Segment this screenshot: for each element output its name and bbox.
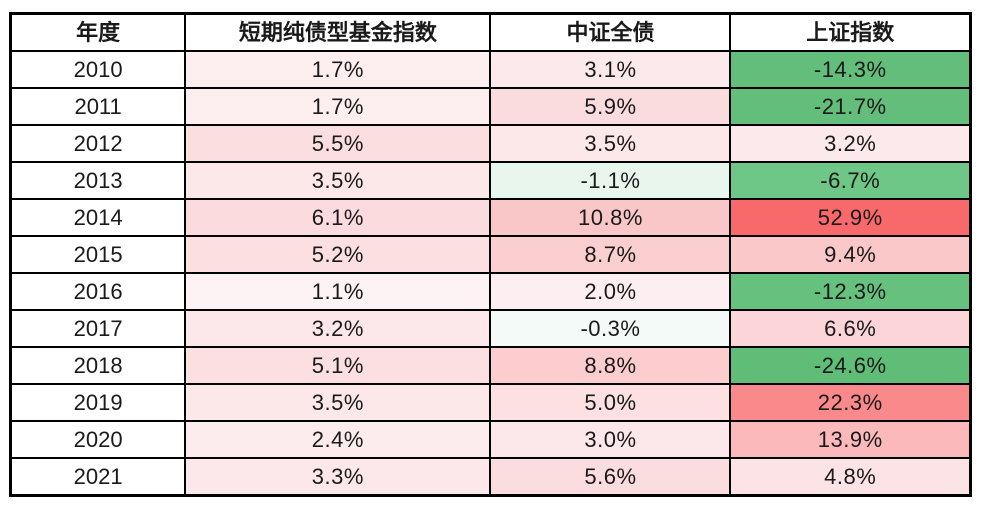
year-cell: 2018 bbox=[9, 346, 187, 385]
header-row: 年度 短期纯债型基金指数 中证全债 上证指数 bbox=[9, 12, 972, 52]
table-row: 2013 3.5% -1.1% -6.7% bbox=[9, 161, 972, 200]
value-cell: 5.9% bbox=[489, 87, 732, 126]
year-cell: 2015 bbox=[9, 235, 187, 274]
value-cell: -14.3% bbox=[729, 50, 972, 89]
value-cell: 1.7% bbox=[184, 50, 492, 89]
table-row: 2010 1.7% 3.1% -14.3% bbox=[9, 50, 972, 89]
value-cell: 52.9% bbox=[729, 198, 972, 237]
table-row: 2015 5.2% 8.7% 9.4% bbox=[9, 235, 972, 274]
header-csi-bond: 中证全债 bbox=[489, 12, 732, 52]
value-cell: 3.1% bbox=[489, 50, 732, 89]
year-cell: 2021 bbox=[9, 457, 187, 497]
value-cell: 22.3% bbox=[729, 383, 972, 422]
value-cell: 13.9% bbox=[729, 420, 972, 459]
value-cell: 3.5% bbox=[184, 383, 492, 422]
value-cell: 6.6% bbox=[729, 309, 972, 348]
value-cell: 2.4% bbox=[184, 420, 492, 459]
year-cell: 2010 bbox=[9, 50, 187, 89]
value-cell: 4.8% bbox=[729, 457, 972, 497]
table-row: 2021 3.3% 5.6% 4.8% bbox=[9, 457, 972, 497]
table-row: 2014 6.1% 10.8% 52.9% bbox=[9, 198, 972, 237]
value-cell: 3.2% bbox=[184, 309, 492, 348]
header-bond-index: 短期纯债型基金指数 bbox=[184, 12, 492, 52]
year-cell: 2014 bbox=[9, 198, 187, 237]
value-cell: 5.2% bbox=[184, 235, 492, 274]
value-cell: 8.8% bbox=[489, 346, 732, 385]
table-row: 2016 1.1% 2.0% -12.3% bbox=[9, 272, 972, 311]
value-cell: 3.0% bbox=[489, 420, 732, 459]
table-row: 2020 2.4% 3.0% 13.9% bbox=[9, 420, 972, 459]
header-sse-index: 上证指数 bbox=[729, 12, 972, 52]
value-cell: -6.7% bbox=[729, 161, 972, 200]
year-cell: 2012 bbox=[9, 124, 187, 163]
value-cell: 8.7% bbox=[489, 235, 732, 274]
value-cell: 5.1% bbox=[184, 346, 492, 385]
value-cell: 1.1% bbox=[184, 272, 492, 311]
value-cell: 5.5% bbox=[184, 124, 492, 163]
year-cell: 2011 bbox=[9, 87, 187, 126]
value-cell: -21.7% bbox=[729, 87, 972, 126]
year-cell: 2016 bbox=[9, 272, 187, 311]
year-cell: 2017 bbox=[9, 309, 187, 348]
annual-returns-table: 年度 短期纯债型基金指数 中证全债 上证指数 2010 1.7% 3.1% -14.3… bbox=[9, 12, 972, 497]
table-row: 2018 5.1% 8.8% -24.6% bbox=[9, 346, 972, 385]
value-cell: 9.4% bbox=[729, 235, 972, 274]
value-cell: 3.3% bbox=[184, 457, 492, 497]
value-cell: -0.3% bbox=[489, 309, 732, 348]
value-cell: 5.0% bbox=[489, 383, 732, 422]
value-cell: 10.8% bbox=[489, 198, 732, 237]
table-row: 2011 1.7% 5.9% -21.7% bbox=[9, 87, 972, 126]
year-cell: 2020 bbox=[9, 420, 187, 459]
value-cell: 1.7% bbox=[184, 87, 492, 126]
year-cell: 2013 bbox=[9, 161, 187, 200]
value-cell: -12.3% bbox=[729, 272, 972, 311]
table-header: 年度 短期纯债型基金指数 中证全债 上证指数 bbox=[9, 12, 972, 52]
value-cell: 3.5% bbox=[184, 161, 492, 200]
table-row: 2017 3.2% -0.3% 6.6% bbox=[9, 309, 972, 348]
value-cell: -24.6% bbox=[729, 346, 972, 385]
table-body: 2010 1.7% 3.1% -14.3% 2011 1.7% 5.9% -21.7% 2012… bbox=[9, 50, 972, 497]
value-cell: 2.0% bbox=[489, 272, 732, 311]
table-row: 2012 5.5% 3.5% 3.2% bbox=[9, 124, 972, 163]
year-cell: 2019 bbox=[9, 383, 187, 422]
value-cell: 6.1% bbox=[184, 198, 492, 237]
value-cell: 3.5% bbox=[489, 124, 732, 163]
value-cell: 3.2% bbox=[729, 124, 972, 163]
table-row: 2019 3.5% 5.0% 22.3% bbox=[9, 383, 972, 422]
header-year: 年度 bbox=[9, 12, 187, 52]
value-cell: -1.1% bbox=[489, 161, 732, 200]
value-cell: 5.6% bbox=[489, 457, 732, 497]
